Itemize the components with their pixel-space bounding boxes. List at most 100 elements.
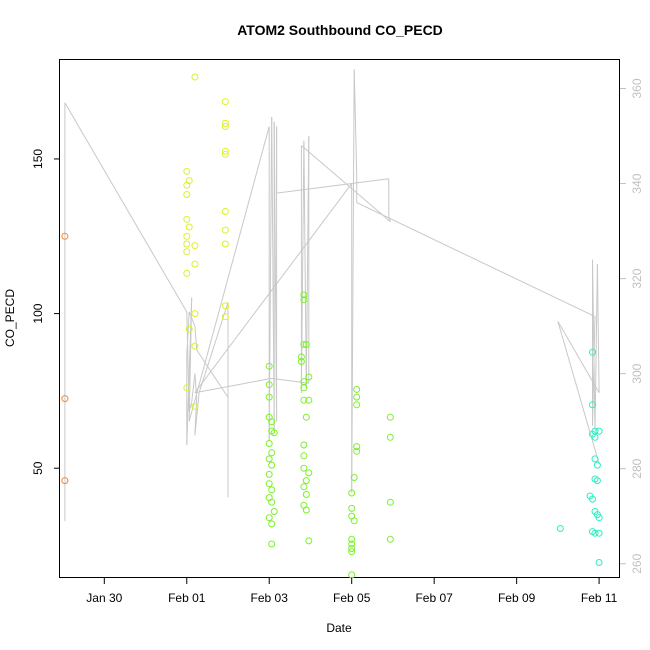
secondary-line-segment <box>188 126 270 422</box>
x-axis-label: Date <box>326 621 352 635</box>
secondary-line-segment <box>351 69 355 493</box>
data-point <box>270 429 278 437</box>
data-point <box>353 443 361 451</box>
secondary-line-segment <box>194 377 272 394</box>
data-point <box>591 455 599 463</box>
data-point <box>265 514 273 522</box>
data-point <box>297 358 305 365</box>
secondary-line-segment <box>353 69 358 175</box>
data-point <box>191 402 199 410</box>
data-point <box>302 413 310 421</box>
secondary-line-layer <box>64 69 600 521</box>
data-point <box>591 529 599 537</box>
data-point <box>185 223 193 231</box>
data-point <box>386 498 394 506</box>
data-point <box>183 248 191 256</box>
data-point <box>593 461 601 469</box>
data-point <box>305 396 313 404</box>
data-point <box>300 341 308 348</box>
data-point <box>348 545 356 553</box>
data-point <box>221 226 229 234</box>
data-point <box>191 342 199 350</box>
data-point <box>300 483 308 491</box>
data-point <box>265 381 273 389</box>
data-point <box>268 418 276 426</box>
data-point <box>221 147 229 155</box>
data-point <box>265 480 273 488</box>
data-point <box>270 508 278 515</box>
data-point <box>595 514 603 522</box>
data-point <box>268 520 276 528</box>
data-point <box>185 325 193 333</box>
data-point <box>265 362 273 370</box>
data-point <box>353 393 361 401</box>
secondary-line-segment <box>188 311 196 327</box>
data-point <box>221 208 229 215</box>
data-point <box>300 296 308 304</box>
secondary-line-segment <box>557 321 600 465</box>
x-tick-label: Feb 03 <box>251 591 289 605</box>
secondary-line-segment <box>64 102 188 313</box>
data-point <box>353 385 361 393</box>
data-point <box>183 384 191 392</box>
data-point <box>221 313 229 321</box>
data-point <box>305 537 313 545</box>
y-tick-label: 150 <box>31 149 45 169</box>
secondary-line-segment <box>301 145 391 222</box>
data-point <box>300 464 308 472</box>
secondary-line-segment <box>196 349 229 398</box>
data-point <box>595 427 603 435</box>
data-point <box>353 447 361 455</box>
data-point <box>302 506 310 514</box>
data-point <box>305 373 313 381</box>
data-point <box>556 525 564 532</box>
data-point <box>300 291 308 299</box>
data-point <box>221 98 229 106</box>
x-tick-label: Jan 30 <box>86 591 122 605</box>
data-point <box>183 215 191 223</box>
data-point <box>350 517 358 525</box>
x-tick-label: Feb 01 <box>168 591 206 605</box>
data-point <box>268 461 276 469</box>
secondary-line-segment <box>191 373 196 403</box>
data-point <box>302 341 310 348</box>
secondary-line-segment <box>194 392 200 436</box>
data-point <box>348 548 356 556</box>
data-point <box>297 353 305 361</box>
y-axis-label: CO_PECD <box>3 289 17 347</box>
y2-tick-label: 260 <box>630 553 644 573</box>
data-point <box>348 535 356 543</box>
secondary-line-segment <box>194 183 353 393</box>
data-point <box>221 240 229 248</box>
data-point <box>221 123 229 130</box>
data-point <box>591 433 599 441</box>
x-tick-label: Feb 05 <box>333 591 371 605</box>
y-tick-label: 50 <box>31 461 45 475</box>
data-point <box>183 191 191 198</box>
data-point <box>300 396 308 404</box>
data-point <box>191 73 199 81</box>
data-point <box>300 441 308 449</box>
y2-tick-label: 280 <box>630 458 644 478</box>
points-layer <box>61 73 603 579</box>
data-point <box>191 242 199 250</box>
data-point <box>221 302 229 310</box>
data-point <box>305 469 313 477</box>
data-point <box>593 477 601 485</box>
secondary-line-segment <box>268 116 273 441</box>
y2-tick-label: 340 <box>630 173 644 193</box>
data-point <box>183 232 191 240</box>
chart-title: ATOM2 Southbound CO_PECD <box>237 22 443 38</box>
y-axis-right: 260 280 300 320 340 360 <box>620 78 644 574</box>
data-point <box>268 540 276 548</box>
secondary-line-segment <box>300 140 305 393</box>
data-point <box>595 529 603 537</box>
data-point <box>268 486 276 494</box>
data-point <box>265 470 273 478</box>
y2-tick-label: 300 <box>630 363 644 383</box>
x-tick-label: Feb 07 <box>415 591 453 605</box>
plot-area-frame <box>59 59 620 578</box>
data-point <box>386 433 394 441</box>
secondary-line-segment <box>198 302 229 393</box>
